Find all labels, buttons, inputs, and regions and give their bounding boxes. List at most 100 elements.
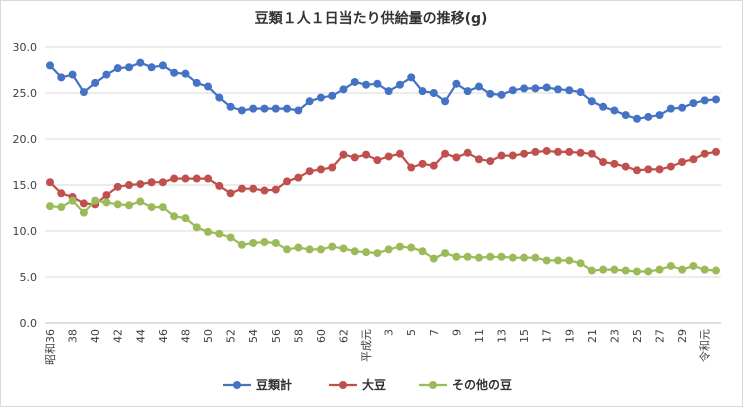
x-tick-label: 17 <box>541 329 554 343</box>
data-point <box>689 261 698 270</box>
data-point <box>215 229 224 238</box>
x-tick-label: 40 <box>89 329 102 343</box>
data-point <box>542 83 551 92</box>
data-point <box>170 174 179 183</box>
data-point <box>418 87 427 96</box>
data-point <box>113 200 122 209</box>
data-point <box>158 61 167 70</box>
series-line <box>49 199 717 273</box>
data-point <box>395 242 404 251</box>
data-point <box>429 89 438 97</box>
data-point <box>395 149 404 158</box>
data-point <box>271 238 280 247</box>
data-point <box>158 203 167 212</box>
data-point <box>136 180 145 189</box>
data-point <box>666 162 675 171</box>
data-point <box>181 214 190 223</box>
x-tick-label: 11 <box>473 329 486 343</box>
data-point <box>565 256 574 265</box>
data-point <box>373 249 382 258</box>
data-point <box>418 159 427 168</box>
data-point <box>294 173 303 182</box>
legend-label: 豆類計 <box>256 377 292 392</box>
data-point <box>610 106 619 115</box>
data-point <box>260 104 269 113</box>
data-point <box>497 151 506 160</box>
x-tick-label: 54 <box>247 329 260 343</box>
legend: 豆類計 大豆 その他の豆 <box>223 377 512 392</box>
data-point <box>542 146 551 155</box>
data-point <box>102 70 111 79</box>
data-point <box>632 166 641 175</box>
data-point <box>339 244 348 253</box>
data-point <box>215 181 224 190</box>
data-point <box>68 196 77 205</box>
data-point <box>125 181 134 189</box>
data-point <box>125 63 134 72</box>
data-point <box>474 82 483 91</box>
x-tick-label: 50 <box>202 329 215 343</box>
data-point <box>407 163 416 172</box>
data-point <box>644 112 653 121</box>
legend-item: その他の豆 <box>419 377 512 392</box>
data-point <box>700 96 709 105</box>
data-point <box>192 174 201 183</box>
x-tick-label: 62 <box>337 329 350 343</box>
data-point <box>463 252 472 261</box>
data-point <box>316 245 325 254</box>
data-point <box>226 233 235 242</box>
x-tick-label: 44 <box>134 329 147 343</box>
chart-title: 豆類１人１日当たり供給量の推移(g) <box>255 10 488 27</box>
data-point <box>170 212 179 221</box>
data-point <box>429 161 438 170</box>
data-point <box>655 111 664 120</box>
y-tick-label: 0.0 <box>20 317 38 330</box>
data-point <box>192 223 201 232</box>
x-axis: 昭和36 38 40 42 44 46 48 50 52 54 56 58 60 62 平成元 3 5 7 9 11 1… <box>44 322 721 365</box>
data-point <box>237 106 246 115</box>
data-point <box>79 199 88 208</box>
data-point <box>260 186 269 195</box>
data-point <box>542 256 551 265</box>
data-point <box>125 201 134 210</box>
data-point <box>565 147 574 156</box>
data-point <box>384 87 393 96</box>
data-point <box>215 93 224 102</box>
data-point <box>429 254 438 263</box>
data-point <box>407 73 416 82</box>
data-point <box>271 104 280 113</box>
data-point <box>350 153 359 162</box>
x-tick-label: 27 <box>654 329 667 343</box>
data-point <box>294 243 303 252</box>
data-point <box>249 184 258 193</box>
x-tick-label: 令和元 <box>698 329 712 362</box>
data-point <box>79 208 88 217</box>
data-point <box>531 84 540 93</box>
data-point <box>283 245 292 254</box>
series-group <box>46 58 720 276</box>
data-point <box>384 245 393 254</box>
data-point <box>452 153 461 162</box>
data-point <box>339 150 348 159</box>
data-point <box>91 78 100 87</box>
data-point <box>689 155 698 164</box>
data-point <box>316 165 325 174</box>
x-tick-label: 58 <box>292 329 305 343</box>
data-point <box>147 203 156 212</box>
data-point <box>113 182 122 191</box>
data-point <box>441 249 450 258</box>
data-point <box>305 245 314 254</box>
data-point <box>644 165 653 174</box>
data-point <box>147 178 156 187</box>
data-point <box>362 150 371 159</box>
data-point <box>576 148 585 157</box>
x-tick-label: 5 <box>405 329 418 336</box>
data-point <box>305 97 314 106</box>
data-point <box>587 266 596 275</box>
data-point <box>565 86 574 95</box>
series-2 <box>46 196 720 276</box>
x-tick-label: 25 <box>631 329 644 343</box>
y-tick-label: 15.0 <box>13 179 38 192</box>
legend-swatch-marker <box>339 381 347 389</box>
